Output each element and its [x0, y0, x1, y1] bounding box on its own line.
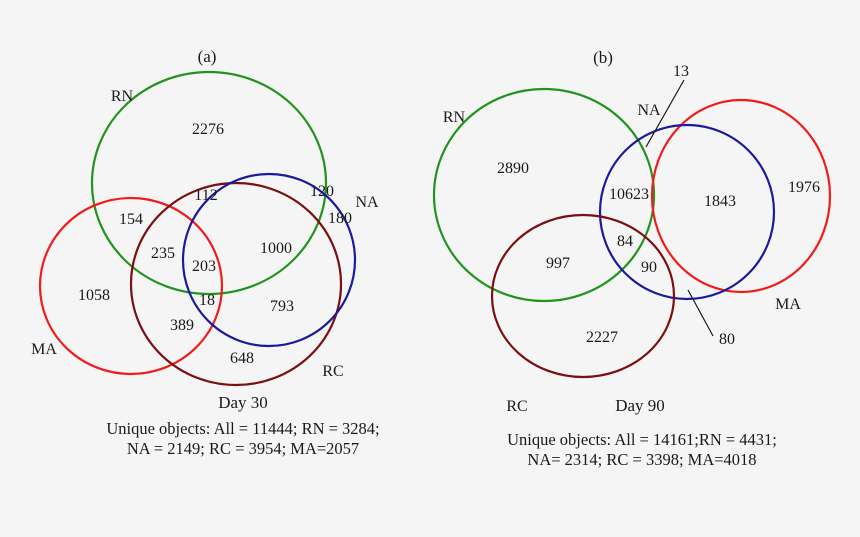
panel-a-count-ma-rc-na: 18	[199, 292, 215, 309]
panel-a: (a) RN NA MA RC 2276 112 120 180 154 235…	[31, 47, 379, 412]
panel-a-count-rn-rc-na-upper: 120	[310, 183, 334, 200]
panel-a-na-circle	[181, 172, 357, 348]
panel-a-count-all-four: 203	[192, 258, 216, 275]
panel-b-count-rn-only: 2890	[497, 160, 529, 177]
panel-b-ma-label: MA	[775, 296, 801, 313]
panel-a-count-rc-only: 648	[230, 350, 254, 367]
panel-b-rc-circle	[490, 213, 676, 379]
panel-b-count-callout-top: 13	[673, 63, 689, 80]
panel-a-ma-circle	[38, 196, 224, 376]
panel-b-caption-line1: Unique objects: All = 14161;RN = 4431;	[507, 430, 777, 449]
panel-a-rc-circle	[129, 181, 343, 387]
panel-b-count-rn-rc: 997	[546, 255, 570, 272]
panel-b-label: (b)	[593, 48, 613, 67]
panel-a-count-rn-rc: 112	[194, 187, 217, 204]
panel-b-rc-label: RC	[506, 398, 527, 415]
panel-a-count-rn-only: 2276	[192, 121, 224, 138]
panel-b-count-na-ma: 1843	[704, 193, 736, 210]
panel-b-count-ma-only: 1976	[788, 179, 820, 196]
panel-a-count-rn-ma-rc: 235	[151, 245, 175, 262]
panel-b-callout-line-top	[645, 79, 685, 148]
panel-b-count-rn-na-rc: 84	[617, 233, 633, 250]
panel-a-caption-line2: NA = 2149; RC = 3954; MA=2057	[126, 439, 360, 458]
panel-b-ma-circle	[650, 98, 832, 294]
panel-a-rc-label: RC	[322, 363, 343, 380]
panel-a-count-na-only: 180	[328, 210, 352, 227]
panel-a-caption: Unique objects: All = 11444; RN = 3284; …	[63, 419, 423, 459]
panel-a-na-label: NA	[355, 194, 379, 211]
panel-b-na-circle	[598, 123, 776, 301]
panel-a-ma-label: MA	[31, 341, 57, 358]
panel-a-count-rn-rc-na: 1000	[260, 240, 292, 257]
panel-b-callout-line-bottom	[687, 289, 714, 337]
panel-a-label: (a)	[198, 47, 217, 66]
panel-a-caption-line1: Unique objects: All = 11444; RN = 3284;	[106, 419, 380, 438]
panel-b-na-label: NA	[637, 102, 661, 119]
panel-b-day-label: Day 90	[615, 396, 665, 415]
panel-b-caption-line2: NA= 2314; RC = 3398; MA=4018	[527, 450, 757, 469]
panel-a-count-ma-only: 1058	[78, 287, 110, 304]
panel-b-rn-label: RN	[443, 109, 466, 126]
panel-b: (b) 13 RN NA MA RC 2890 10623 1843 1976 …	[432, 48, 832, 415]
panel-a-count-rn-ma: 154	[119, 211, 143, 228]
panel-a-rn-circle	[90, 70, 328, 296]
panel-b-rn-circle	[432, 87, 656, 303]
panel-b-count-rc-only: 2227	[586, 329, 618, 346]
panel-a-rn-label: RN	[111, 88, 134, 105]
panel-b-count-rn-na: 10623	[609, 186, 649, 203]
panel-b-count-callout-bottom: 80	[719, 331, 735, 348]
panel-a-count-rc-na: 793	[270, 298, 294, 315]
panel-b-count-na-ma-rc: 90	[641, 259, 657, 276]
panel-b-caption: Unique objects: All = 14161;RN = 4431; N…	[462, 430, 822, 470]
panel-a-day-label: Day 30	[218, 393, 268, 412]
panel-a-count-ma-rc: 389	[170, 317, 194, 334]
